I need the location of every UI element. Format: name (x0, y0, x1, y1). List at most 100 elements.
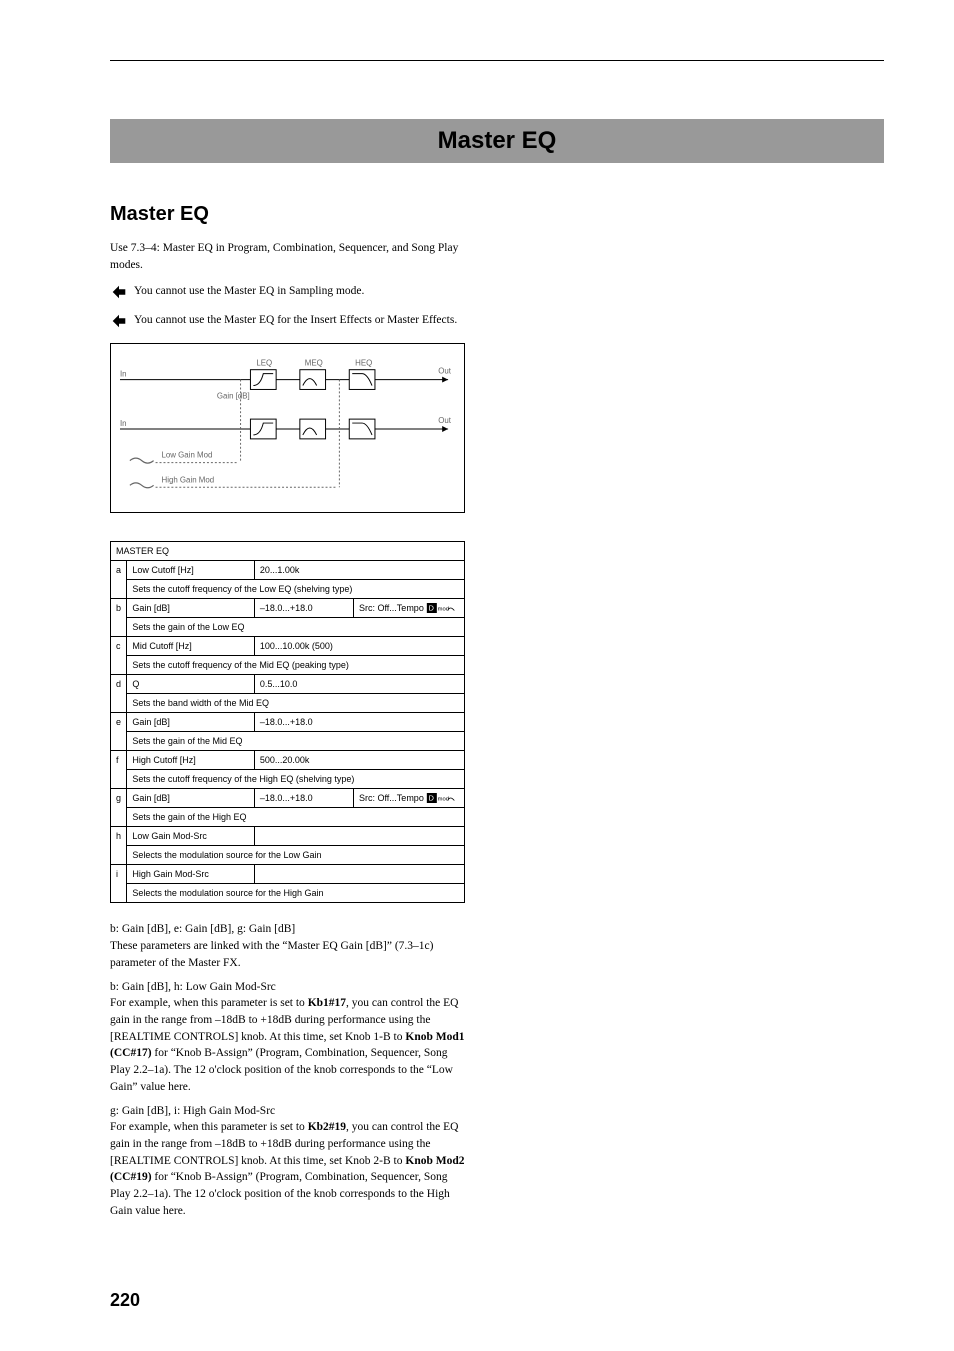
dmod-icon: D mod (426, 793, 456, 803)
svg-text:D: D (429, 604, 435, 613)
note-text-1: You cannot use the Master EQ in Sampling… (134, 283, 364, 300)
para2-bold1: Kb2#19 (308, 1121, 346, 1133)
table-row: i High Gain Mod-Src (111, 865, 465, 884)
row-label: i (111, 865, 127, 903)
table-row-desc: Sets the gain of the Mid EQ (111, 732, 465, 751)
param-range (254, 827, 464, 846)
param-src: Src: Off...Tempo D mod (353, 599, 464, 618)
param-name: Low Gain Mod-Src (127, 827, 254, 846)
table-row-desc: Sets the cutoff frequency of the Mid EQ … (111, 656, 465, 675)
table-row: g Gain [dB] –18.0...+18.0 Src: Off...Tem… (111, 789, 465, 808)
note-text-2: You cannot use the Master EQ for the Ins… (134, 312, 457, 329)
table-header-cell: MASTER EQ (111, 542, 465, 561)
table-row-desc: Sets the band width of the Mid EQ (111, 694, 465, 713)
param-desc: Sets the cutoff frequency of the High EQ… (127, 770, 465, 789)
param-desc: Sets the cutoff frequency of the Mid EQ … (127, 656, 465, 675)
table-row: d Q 0.5...10.0 (111, 675, 465, 694)
param-desc: Sets the gain of the High EQ (127, 808, 465, 827)
table-row: e Gain [dB] –18.0...+18.0 (111, 713, 465, 732)
para1-head: b: Gain [dB], h: Low Gain Mod-Src (110, 981, 465, 993)
table-row: f High Cutoff [Hz] 500...20.00k (111, 751, 465, 770)
param-range: –18.0...+18.0 (254, 789, 353, 808)
diag-mod-low: Low Gain Mod (162, 451, 213, 460)
param-desc: Selects the modulation source for the Lo… (127, 846, 465, 865)
param-name: Gain [dB] (127, 599, 254, 618)
row-label: e (111, 713, 127, 751)
src-label: Src (359, 793, 373, 803)
intro-paragraph: Use 7.3–4: Master EQ in Program, Combina… (110, 240, 465, 273)
param-range: –18.0...+18.0 (254, 713, 464, 732)
para1-tail: for “Knob B-Assign” (Program, Combinatio… (110, 1047, 453, 1092)
param-name: Gain [dB] (127, 713, 254, 732)
row-label: b (111, 599, 127, 637)
param-desc: Sets the gain of the Mid EQ (127, 732, 465, 751)
src-value: Off...Tempo (377, 603, 423, 613)
dmod-icon: D mod (426, 603, 456, 613)
param-desc: Selects the modulation source for the Hi… (127, 884, 465, 903)
diag-out-top: Out (438, 367, 452, 376)
table-row-desc: Sets the gain of the High EQ (111, 808, 465, 827)
param-desc: Sets the cutoff frequency of the Low EQ … (127, 580, 465, 599)
param-name: Gain [dB] (127, 789, 254, 808)
note-row-1: You cannot use the Master EQ in Sampling… (110, 283, 465, 306)
svg-text:mod: mod (438, 607, 449, 613)
table-row-desc: Sets the gain of the Low EQ (111, 618, 465, 637)
diag-mod-high: High Gain Mod (162, 476, 215, 485)
param-name: High Cutoff [Hz] (127, 751, 254, 770)
diag-band-heq: HEQ (355, 359, 372, 368)
row-label: a (111, 561, 127, 599)
row-label: d (111, 675, 127, 713)
table-row-desc: Selects the modulation source for the Hi… (111, 884, 465, 903)
param-name: Low Cutoff [Hz] (127, 561, 254, 580)
row-label: h (111, 827, 127, 865)
para1-pre: For example, when this parameter is set … (110, 997, 308, 1009)
page-container: Master EQ Master EQ Use 7.3–4: Master EQ… (0, 0, 954, 1269)
para1-bold1: Kb1#17 (308, 997, 346, 1009)
row-label: c (111, 637, 127, 675)
param-desc: Sets the gain of the Low EQ (127, 618, 465, 637)
table-row: b Gain [dB] –18.0...+18.0 Src: Off...Tem… (111, 599, 465, 618)
para2-tail: for “Knob B-Assign” (Program, Combinatio… (110, 1171, 450, 1216)
hand-icon (110, 312, 128, 335)
para2-body: For example, when this parameter is set … (110, 1119, 465, 1219)
linked-note-bg: b: Gain [dB], e: Gain [dB], g: Gain [dB] (110, 923, 295, 935)
hand-icon (110, 283, 128, 306)
diag-gain-label: Gain [dB] (217, 392, 250, 401)
page-number: 220 (110, 1290, 140, 1311)
param-range: 100...10.00k (500) (254, 637, 464, 656)
table-row: a Low Cutoff [Hz] 20...1.00k (111, 561, 465, 580)
note-row-2: You cannot use the Master EQ for the Ins… (110, 312, 465, 335)
src-value: Off...Tempo (377, 793, 423, 803)
banner-title: Master EQ (110, 119, 884, 163)
table-row-desc: Selects the modulation source for the Lo… (111, 846, 465, 865)
svg-text:D: D (429, 794, 435, 803)
diag-band-meq: MEQ (305, 359, 323, 368)
param-range: 500...20.00k (254, 751, 464, 770)
para1-body: For example, when this parameter is set … (110, 995, 465, 1095)
para2-head: g: Gain [dB], i: High Gain Mod-Src (110, 1105, 465, 1117)
param-range: 20...1.00k (254, 561, 464, 580)
section-heading: Master EQ (110, 203, 465, 226)
table-row-desc: Sets the cutoff frequency of the High EQ… (111, 770, 465, 789)
param-name: Q (127, 675, 254, 694)
table-header-row: MASTER EQ (111, 542, 465, 561)
param-src: Src: Off...Tempo D mod (353, 789, 464, 808)
row-label: f (111, 751, 127, 789)
param-name: Mid Cutoff [Hz] (127, 637, 254, 656)
linked-note-text: These parameters are linked with the “Ma… (110, 940, 433, 969)
param-desc: Sets the band width of the Mid EQ (127, 694, 465, 713)
left-column: Master EQ Use 7.3–4: Master EQ in Progra… (110, 203, 465, 1219)
signal-diagram: In Out In (110, 343, 465, 513)
param-range: 0.5...10.0 (254, 675, 464, 694)
diag-band-leq: LEQ (256, 359, 272, 368)
diag-in-top: In (120, 370, 127, 379)
param-range: –18.0...+18.0 (254, 599, 353, 618)
svg-text:mod: mod (438, 797, 449, 803)
linked-note: b: Gain [dB], e: Gain [dB], g: Gain [dB]… (110, 921, 465, 971)
param-name: High Gain Mod-Src (127, 865, 254, 884)
diag-out-bot: Out (438, 416, 452, 425)
top-rule (110, 60, 884, 61)
row-label: g (111, 789, 127, 827)
table-row: h Low Gain Mod-Src (111, 827, 465, 846)
table-row: c Mid Cutoff [Hz] 100...10.00k (500) (111, 637, 465, 656)
